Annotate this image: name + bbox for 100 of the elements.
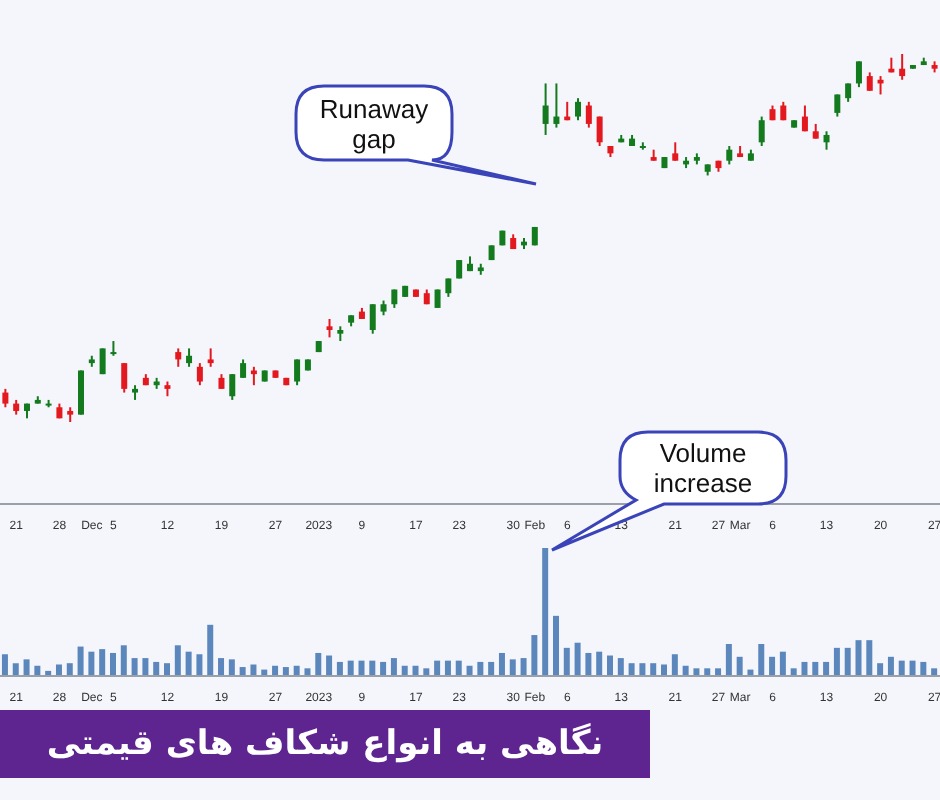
candlestick — [229, 373, 236, 401]
bar — [650, 663, 657, 676]
bar — [358, 660, 365, 676]
bar — [920, 661, 927, 676]
bar — [218, 658, 225, 676]
bar — [823, 661, 830, 676]
candlestick — [294, 358, 301, 387]
candlestick — [726, 145, 733, 166]
bar — [77, 646, 84, 676]
bar — [498, 652, 505, 676]
bar — [585, 652, 592, 676]
bar — [488, 661, 495, 676]
bar — [844, 647, 851, 676]
bar — [444, 660, 451, 676]
bar — [887, 656, 894, 676]
candlestick — [585, 100, 592, 129]
bar — [55, 664, 62, 676]
candlestick — [899, 54, 906, 81]
bar — [898, 660, 905, 676]
bar — [434, 660, 441, 676]
candlestick — [2, 387, 9, 409]
bar — [931, 668, 938, 676]
bar — [174, 645, 181, 676]
bar — [574, 642, 581, 676]
bar — [23, 659, 30, 676]
bar — [563, 647, 570, 676]
bar — [779, 651, 786, 676]
bar — [628, 663, 635, 676]
bar — [801, 661, 808, 676]
bar — [185, 651, 192, 676]
bar — [228, 659, 235, 676]
bar — [304, 668, 311, 676]
bar — [477, 661, 484, 676]
candlestick — [672, 141, 679, 162]
bar — [758, 644, 765, 676]
candlestick — [445, 277, 452, 298]
candlestick — [121, 362, 128, 394]
candlestick — [845, 82, 852, 103]
bar — [88, 651, 95, 676]
bar — [1, 654, 8, 676]
bar — [131, 658, 138, 676]
candlestick — [801, 104, 808, 133]
candlestick — [196, 362, 203, 387]
bar — [336, 661, 343, 676]
bar — [866, 640, 873, 676]
bar — [812, 661, 819, 676]
bar — [704, 668, 711, 676]
bar — [693, 668, 700, 676]
candlestick — [542, 82, 549, 136]
candlestick — [834, 93, 841, 118]
bar — [596, 651, 603, 676]
candlestick — [855, 60, 862, 89]
bar — [455, 660, 462, 676]
bar — [142, 658, 149, 676]
candlestick — [553, 82, 560, 129]
candlestick — [240, 358, 247, 379]
bar — [617, 658, 624, 676]
bar — [153, 661, 160, 676]
candlestick — [369, 303, 376, 335]
bar — [877, 663, 884, 676]
bar — [552, 615, 559, 676]
candlestick — [596, 115, 603, 147]
bar — [109, 652, 116, 676]
bar — [531, 635, 538, 676]
bar — [120, 645, 127, 676]
bar — [423, 668, 430, 676]
bar — [542, 548, 549, 676]
bar — [66, 663, 73, 676]
bar — [99, 649, 106, 676]
bar — [326, 655, 333, 676]
bar — [207, 624, 214, 676]
text: نگاهی به انواع شکاف های قیمتی — [46, 724, 604, 764]
bar — [671, 654, 678, 676]
bar — [909, 660, 916, 676]
bar — [380, 661, 387, 676]
candlestick — [575, 97, 582, 122]
text: Volume increase — [651, 438, 755, 498]
bar — [639, 663, 646, 676]
bar — [509, 659, 516, 676]
bar — [164, 663, 171, 676]
candlestick — [175, 347, 182, 368]
bar — [12, 663, 19, 676]
candlestick — [326, 317, 333, 339]
bar — [661, 664, 668, 676]
candlestick — [250, 365, 257, 387]
bar — [607, 655, 613, 676]
candlestick — [110, 340, 117, 357]
candlestick — [758, 115, 765, 147]
bar — [390, 658, 397, 676]
candlestick — [186, 347, 193, 368]
candlestick — [866, 71, 873, 92]
bar — [250, 664, 257, 676]
candlestick — [823, 130, 830, 151]
bar — [769, 656, 776, 676]
bar — [520, 658, 527, 676]
bar — [347, 660, 354, 676]
bar — [833, 647, 840, 676]
bar — [315, 652, 322, 676]
candlestick — [207, 347, 214, 368]
bar — [725, 644, 732, 676]
